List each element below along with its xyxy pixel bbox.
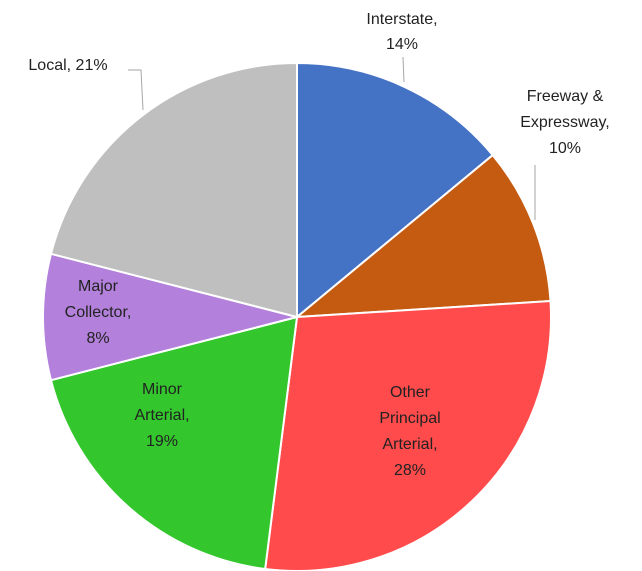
data-label-line: 28% [394, 462, 426, 479]
leader-line [128, 69, 144, 111]
leader-line [402, 56, 405, 83]
data-label: Major Collector, 8% [65, 278, 132, 347]
data-label: Freeway & Expressway, 10% [520, 88, 610, 157]
data-label-line: Interstate, [366, 11, 437, 28]
data-label-line: Collector, [65, 304, 132, 321]
data-label-line: Other [390, 384, 431, 401]
data-label-line: Freeway & [527, 88, 604, 105]
data-label: Interstate, 14% [366, 11, 437, 53]
data-label-line: 19% [146, 433, 178, 450]
pie-slice [49, 315, 299, 571]
data-label-line: Major [78, 278, 119, 295]
pie-slice [296, 61, 495, 320]
data-label-line: Arterial, [382, 436, 437, 453]
data-label: Other Principal Arterial, 28% [379, 384, 440, 479]
data-label-line: 10% [549, 140, 581, 157]
data-label-line: Expressway, [520, 114, 610, 131]
data-label: Minor Arterial, 19% [134, 381, 189, 450]
data-label-line: Minor [142, 381, 183, 398]
data-label-line: 14% [386, 36, 418, 53]
pie-slice [49, 61, 298, 319]
data-label-line: 8% [86, 330, 109, 347]
pie-slice [264, 299, 552, 571]
data-label-line: Principal [379, 410, 440, 427]
data-label-line: Arterial, [134, 407, 189, 424]
pie-slice [293, 153, 552, 319]
data-label-line: Local, 21% [28, 57, 107, 74]
pie-slice [42, 252, 298, 382]
data-label: Local, 21% [28, 57, 107, 74]
